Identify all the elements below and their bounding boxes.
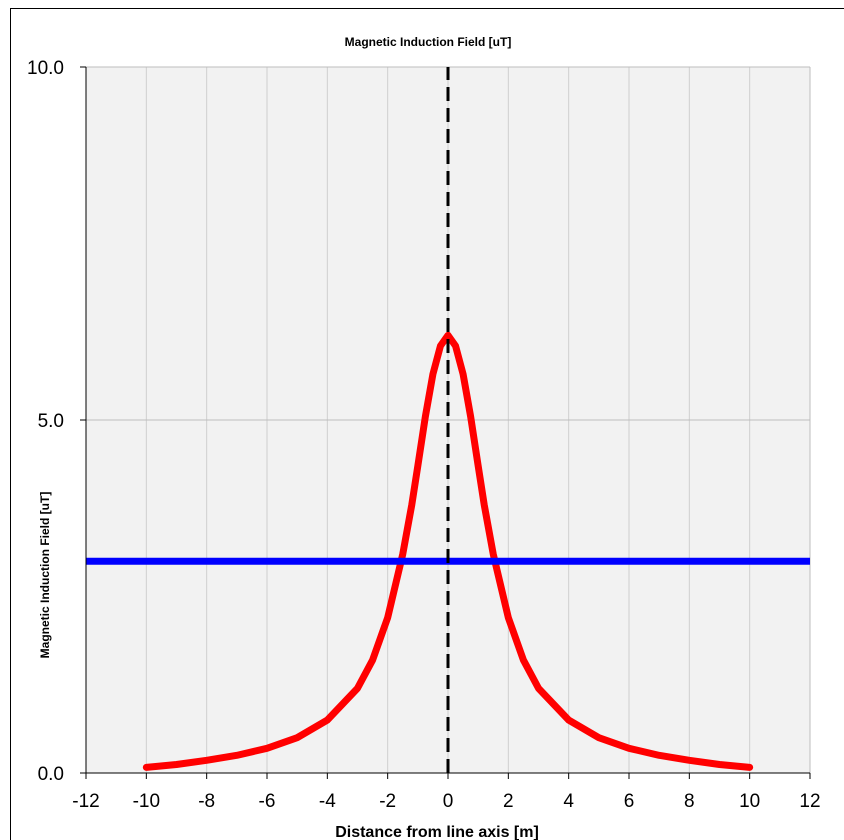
y-tick-label: 0.0 — [38, 764, 64, 785]
x-tick-label: -12 — [72, 791, 99, 812]
x-tick-label: -4 — [319, 791, 336, 812]
series-layer — [86, 67, 810, 773]
chart-title: Magnetic Induction Field [uT] — [345, 35, 512, 49]
field-curve — [142, 331, 754, 771]
x-tick-label: 8 — [684, 791, 695, 812]
grid-lines — [86, 66, 811, 774]
chart-frame — [10, 8, 844, 840]
y-tick-label: 5.0 — [38, 411, 64, 432]
x-tick-label: 10 — [739, 791, 760, 812]
y-tick-labels: 0.0 5.0 10.0 — [27, 58, 86, 785]
x-tick-labels: -12 -10 -8 -6 -4 -2 0 2 4 6 8 10 12 — [72, 773, 821, 812]
y-axis-label: Magnetic Induction Field [uT] — [38, 492, 52, 659]
y-tick-label: 10.0 — [27, 58, 64, 79]
x-tick-label: -2 — [379, 791, 396, 812]
x-tick-label: -6 — [259, 791, 276, 812]
x-tick-label: 2 — [503, 791, 514, 812]
x-tick-label: 6 — [624, 791, 635, 812]
x-tick-label: 4 — [563, 791, 574, 812]
x-tick-label: -8 — [198, 791, 215, 812]
x-tick-label: 0 — [443, 791, 454, 812]
x-axis-label: Distance from line axis [m] — [335, 824, 539, 840]
x-tick-label: 12 — [799, 791, 820, 812]
x-tick-label: -10 — [133, 791, 160, 812]
